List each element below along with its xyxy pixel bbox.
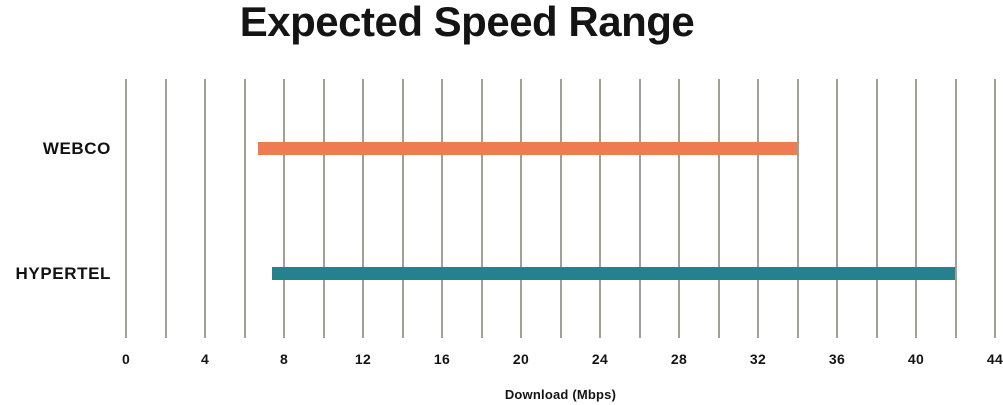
gridline-12 bbox=[362, 79, 364, 338]
gridline-34 bbox=[796, 79, 799, 338]
x-tick-label-24: 24 bbox=[591, 351, 609, 367]
gridline-2 bbox=[164, 79, 167, 338]
x-tick-label-40: 40 bbox=[907, 351, 925, 367]
gridline-26 bbox=[638, 79, 641, 338]
gridline-0 bbox=[125, 79, 127, 338]
gridline-28 bbox=[678, 79, 680, 338]
gridline-10 bbox=[322, 79, 325, 338]
gridline-40 bbox=[915, 79, 917, 338]
gridline-6 bbox=[243, 79, 246, 338]
gridline-18 bbox=[480, 79, 483, 338]
gridline-16 bbox=[441, 79, 443, 338]
gridline-42 bbox=[954, 79, 957, 338]
gridline-30 bbox=[717, 79, 720, 338]
gridline-14 bbox=[401, 79, 404, 338]
gridline-44 bbox=[994, 79, 996, 338]
x-tick-label-4: 4 bbox=[200, 351, 210, 367]
chart-title: Expected Speed Range bbox=[239, 0, 695, 45]
x-tick-label-8: 8 bbox=[279, 351, 289, 367]
gridline-22 bbox=[559, 79, 562, 338]
gridline-20 bbox=[520, 79, 522, 338]
range-bar-webco bbox=[258, 142, 798, 155]
x-axis-label: Download (Mbps) bbox=[504, 387, 617, 402]
category-label-webco: WEBCO bbox=[42, 138, 111, 158]
gridline-38 bbox=[875, 79, 878, 338]
gridline-4 bbox=[204, 79, 206, 338]
x-tick-label-0: 0 bbox=[121, 351, 131, 367]
gridline-24 bbox=[599, 79, 601, 338]
gridline-32 bbox=[757, 79, 759, 338]
plot-area bbox=[125, 79, 996, 338]
x-tick-label-32: 32 bbox=[749, 351, 767, 367]
category-label-hypertel: HYPERTEL bbox=[15, 263, 111, 283]
x-tick-label-20: 20 bbox=[512, 351, 530, 367]
range-bar-hypertel bbox=[272, 267, 956, 280]
x-tick-label-16: 16 bbox=[433, 351, 451, 367]
x-tick-label-28: 28 bbox=[670, 351, 688, 367]
x-tick-label-36: 36 bbox=[828, 351, 846, 367]
x-tick-label-12: 12 bbox=[354, 351, 372, 367]
gridline-36 bbox=[836, 79, 838, 338]
x-tick-label-44: 44 bbox=[986, 351, 1003, 367]
gridline-8 bbox=[283, 79, 285, 338]
